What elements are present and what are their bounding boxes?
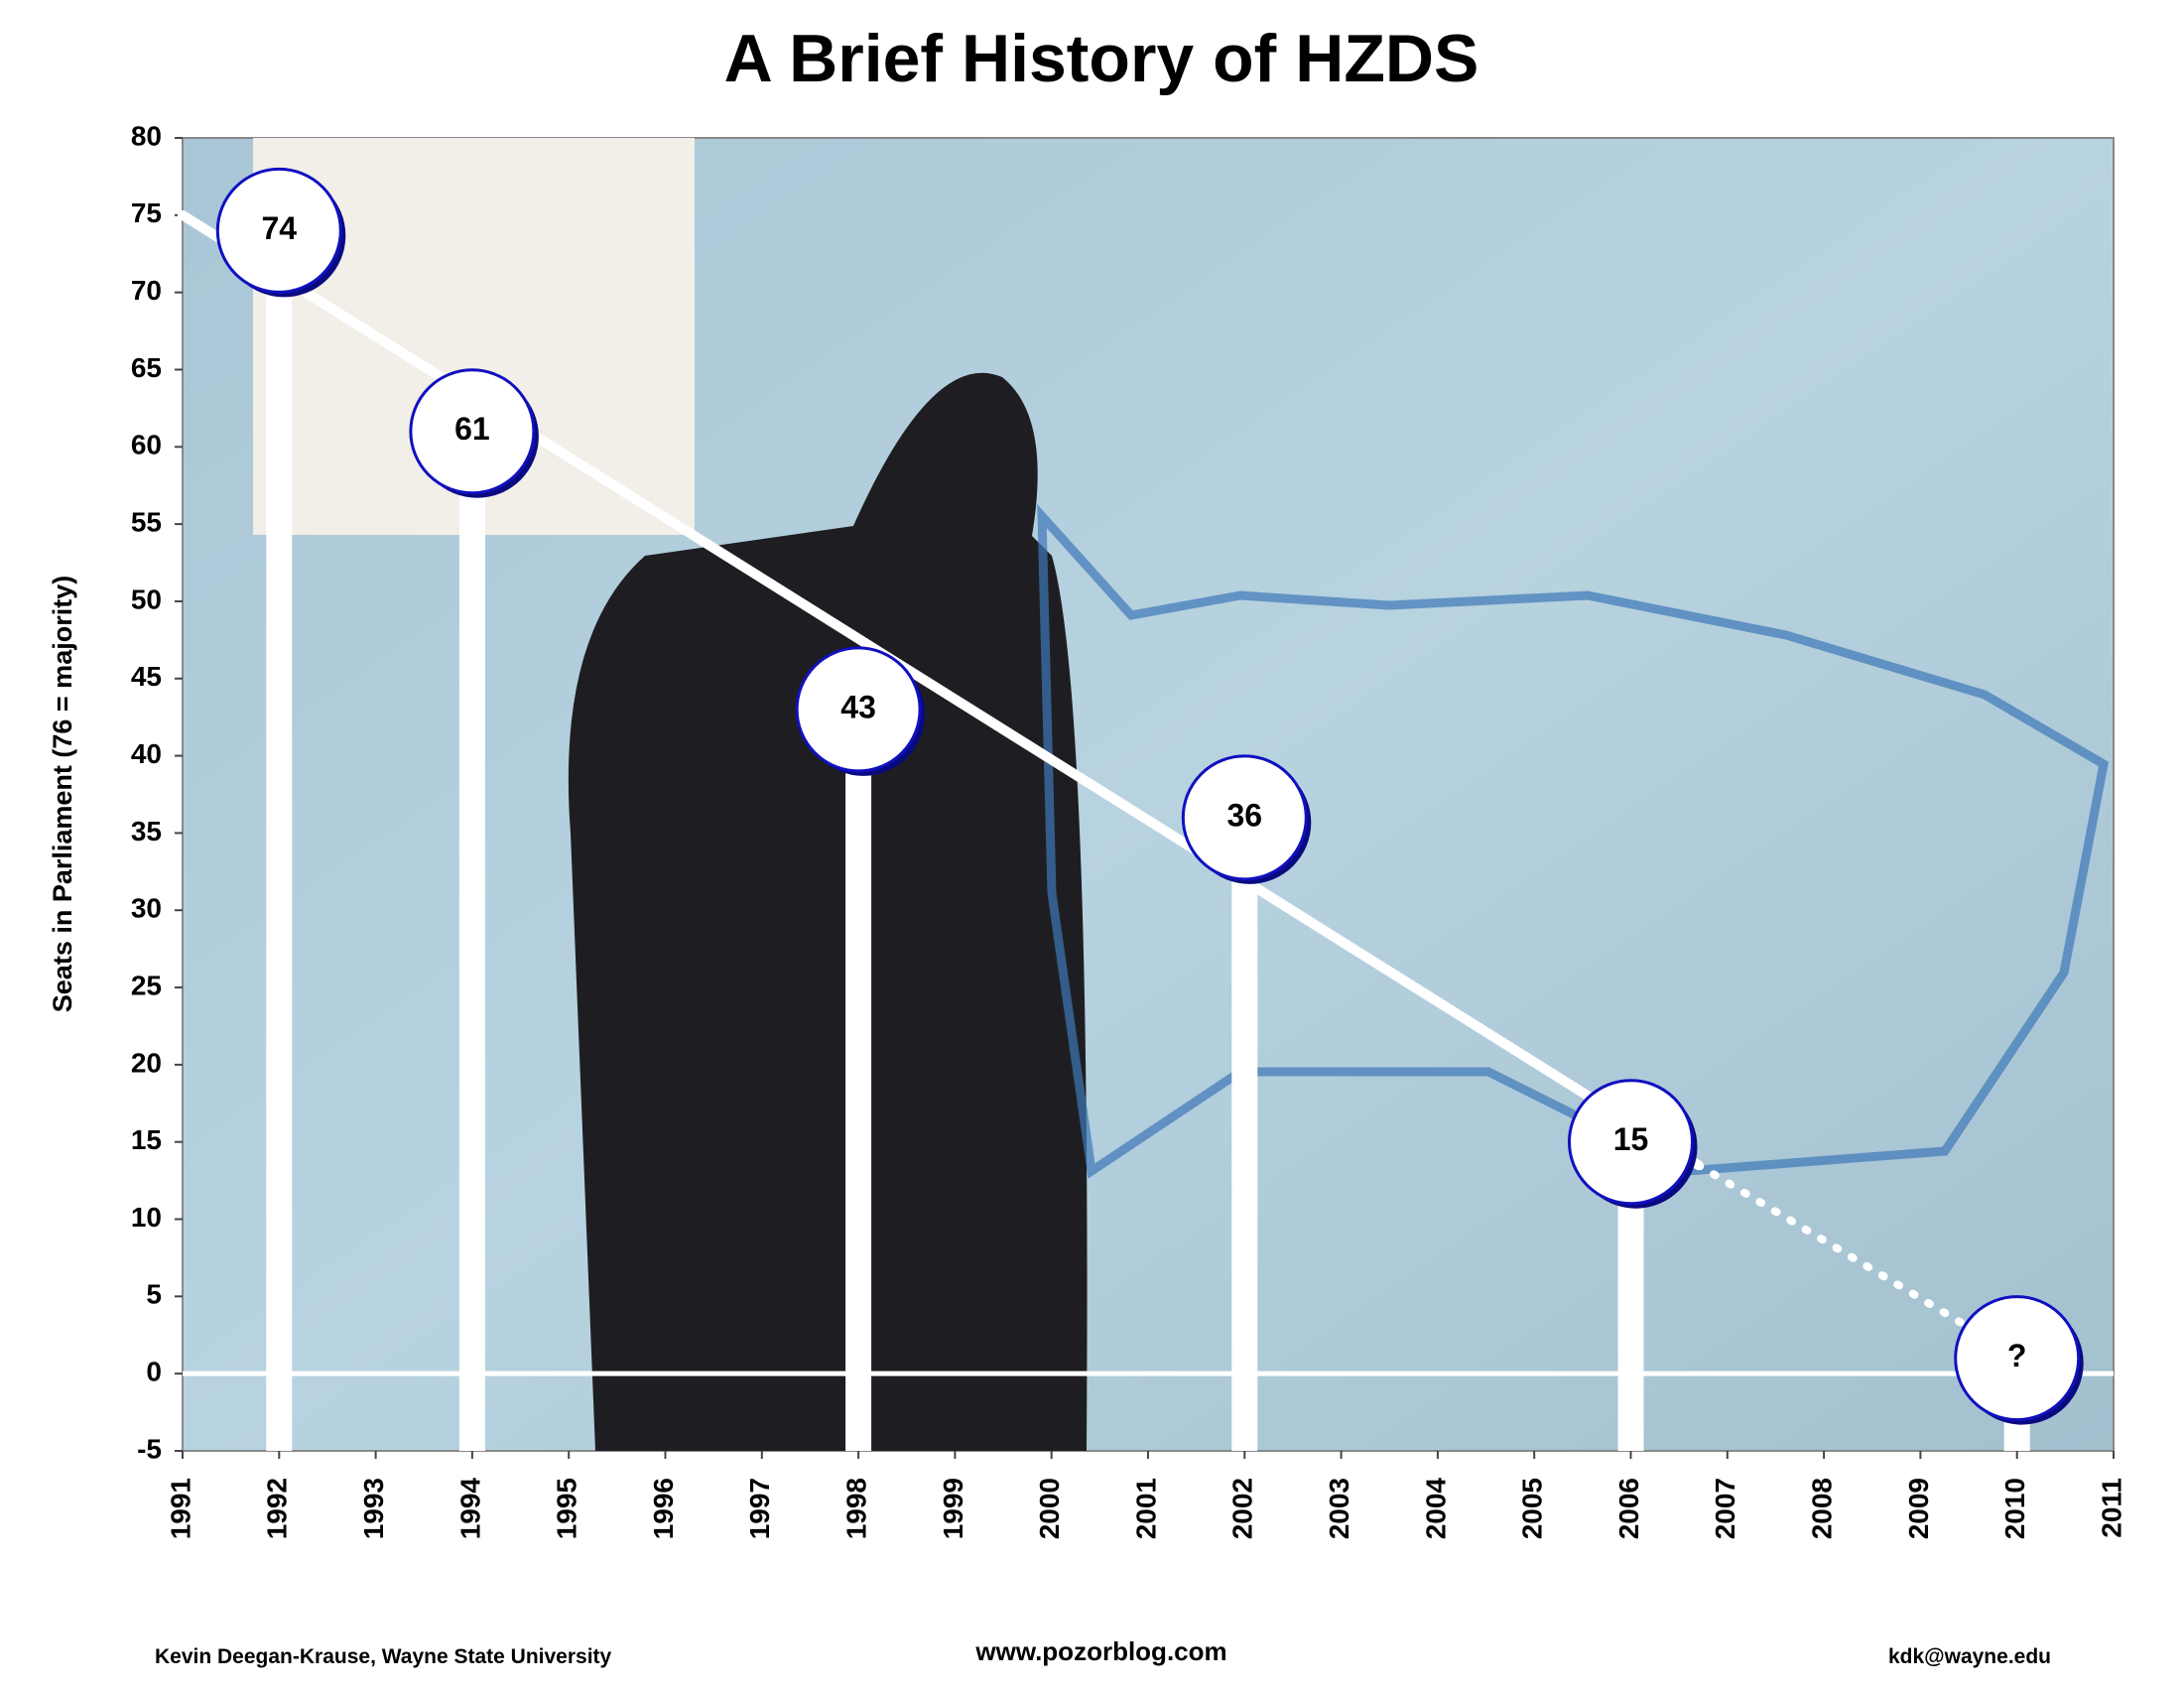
y-tick-label: 30	[131, 893, 162, 924]
y-tick-label: 35	[131, 816, 162, 846]
y-tick-label: 80	[131, 120, 162, 151]
x-tick-label: 1999	[938, 1478, 968, 1539]
stem	[1231, 817, 1258, 1451]
y-tick-label: 75	[131, 197, 162, 228]
footer-right: kdk@wayne.edu	[1888, 1645, 2051, 1668]
value-label: ?	[2007, 1338, 2027, 1373]
chart-title: A Brief History of HZDS	[724, 21, 1479, 96]
y-tick-label: 60	[131, 430, 162, 460]
x-tick-label: 2010	[1999, 1478, 2030, 1539]
x-tick-label: 1996	[648, 1478, 679, 1539]
marker	[795, 646, 922, 773]
stem	[266, 230, 293, 1452]
value-label: 36	[1227, 797, 1263, 833]
x-tick-label: 2004	[1420, 1478, 1451, 1540]
y-tick-label: -5	[137, 1433, 162, 1464]
trend-line	[178, 209, 1704, 1171]
x-tick-label: 2005	[1517, 1478, 1548, 1539]
stem	[845, 709, 872, 1451]
y-tick-label: 45	[131, 661, 162, 692]
x-tick-label: 1998	[840, 1478, 871, 1539]
value-label: 61	[454, 411, 490, 447]
x-tick-label: 1995	[552, 1478, 582, 1539]
x-tick-label: 2001	[1130, 1478, 1161, 1539]
value-label: 15	[1613, 1121, 1649, 1157]
y-tick-label: 40	[131, 738, 162, 769]
y-tick-label: 65	[131, 352, 162, 383]
y-tick-label: 20	[131, 1047, 162, 1078]
x-tick-label: 2007	[1710, 1478, 1740, 1539]
y-tick-label: 5	[146, 1279, 162, 1310]
footer-center: www.pozorblog.com	[974, 1636, 1226, 1666]
x-tick-label: 2002	[1227, 1478, 1258, 1539]
y-tick-label: 15	[131, 1124, 162, 1155]
marker	[1954, 1295, 2081, 1422]
y-tick-label: 70	[131, 275, 162, 306]
y-tick-label: 55	[131, 507, 162, 538]
photo-map	[1037, 503, 2110, 1179]
marker	[1568, 1079, 1694, 1206]
y-tick-label: 50	[131, 584, 162, 614]
marker	[1181, 754, 1308, 881]
y-tick-label: 10	[131, 1202, 162, 1233]
x-tick-label: 1991	[165, 1478, 195, 1539]
footer-left: Kevin Deegan-Krause, Wayne State Univers…	[155, 1645, 612, 1668]
x-tick-label: 1993	[358, 1478, 389, 1539]
x-tick-label: 2003	[1324, 1478, 1354, 1539]
value-label: 74	[262, 210, 298, 246]
marker	[215, 167, 342, 294]
x-tick-label: 1992	[262, 1478, 293, 1539]
y-tick-label: 25	[131, 970, 162, 1000]
marker	[409, 368, 536, 495]
y-tick-label: 0	[146, 1357, 162, 1387]
value-label: 43	[840, 689, 876, 724]
photo-figure	[568, 372, 1088, 1451]
x-tick-label: 2009	[1903, 1478, 1934, 1539]
trend-line	[1694, 1161, 1974, 1332]
stem	[458, 431, 485, 1452]
y-axis-label: Seats in Parliament (76 = majority)	[48, 576, 77, 1012]
x-tick-label: 2000	[1034, 1478, 1065, 1539]
x-tick-label: 2006	[1613, 1478, 1644, 1539]
x-tick-label: 1997	[744, 1478, 775, 1539]
x-tick-label: 2011	[2096, 1478, 2126, 1538]
x-tick-label: 1994	[454, 1478, 485, 1540]
x-tick-label: 2008	[1806, 1478, 1837, 1539]
